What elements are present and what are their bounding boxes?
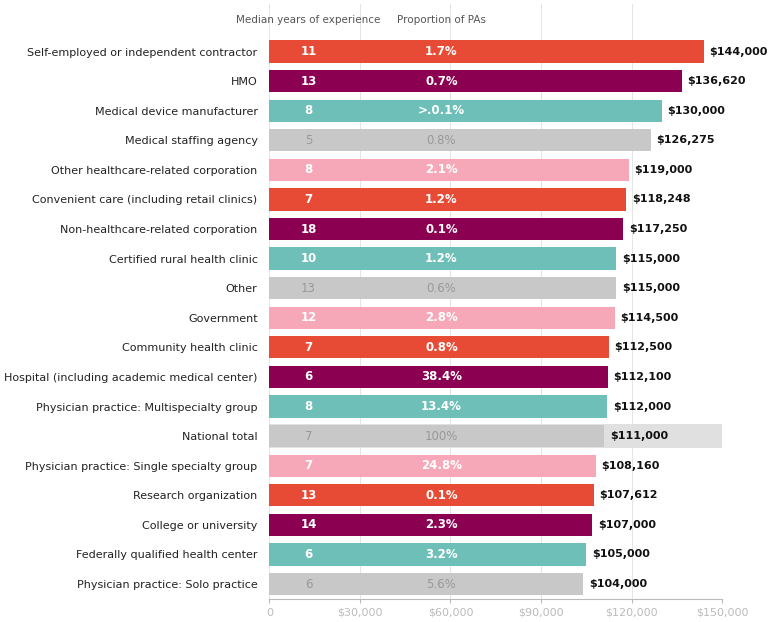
Bar <box>270 277 617 299</box>
Bar <box>270 396 607 417</box>
Text: 1.2%: 1.2% <box>425 252 458 265</box>
Text: 2.8%: 2.8% <box>425 311 458 324</box>
Text: 0.1%: 0.1% <box>425 223 458 236</box>
Text: 10: 10 <box>300 252 316 265</box>
Bar <box>270 573 583 595</box>
Text: 1.2%: 1.2% <box>425 193 458 206</box>
Text: $111,000: $111,000 <box>610 431 668 441</box>
Text: 8: 8 <box>304 164 313 177</box>
Text: $114,500: $114,500 <box>621 313 679 323</box>
Text: 0.7%: 0.7% <box>425 75 458 88</box>
Text: 38.4%: 38.4% <box>421 371 462 383</box>
Text: 3.2%: 3.2% <box>425 548 458 561</box>
Bar <box>270 40 704 63</box>
Text: $107,000: $107,000 <box>598 520 656 530</box>
Bar <box>270 159 628 181</box>
Text: $117,250: $117,250 <box>629 224 687 234</box>
Text: 7: 7 <box>305 341 313 354</box>
Text: 6: 6 <box>304 371 313 383</box>
Text: $105,000: $105,000 <box>591 549 650 559</box>
Text: 2.3%: 2.3% <box>425 518 458 531</box>
Text: 6: 6 <box>305 577 313 590</box>
Text: 7: 7 <box>305 430 313 443</box>
Text: 14: 14 <box>300 518 316 531</box>
Bar <box>270 70 682 92</box>
Text: Median years of experience: Median years of experience <box>237 16 381 26</box>
Bar <box>270 424 722 448</box>
Text: 0.1%: 0.1% <box>425 489 458 502</box>
Text: $126,275: $126,275 <box>656 135 714 146</box>
Text: 13.4%: 13.4% <box>421 400 462 413</box>
Text: $104,000: $104,000 <box>589 579 647 589</box>
Text: $112,500: $112,500 <box>614 342 673 352</box>
Bar <box>270 129 650 151</box>
Text: 0.8%: 0.8% <box>426 134 456 147</box>
Text: 2.1%: 2.1% <box>425 164 458 177</box>
Bar <box>270 100 662 122</box>
Text: 0.8%: 0.8% <box>425 341 458 354</box>
Text: 13: 13 <box>300 489 316 502</box>
Text: 7: 7 <box>305 193 313 206</box>
Text: $108,160: $108,160 <box>601 461 660 471</box>
Bar <box>270 366 607 388</box>
Bar <box>270 484 594 506</box>
Text: $136,620: $136,620 <box>687 76 746 86</box>
Text: $115,000: $115,000 <box>622 283 680 293</box>
Text: 0.6%: 0.6% <box>426 282 456 295</box>
Bar <box>270 544 586 565</box>
Bar <box>270 218 624 240</box>
Text: 7: 7 <box>305 459 313 472</box>
Text: >.0.1%: >.0.1% <box>418 104 465 117</box>
Text: 5: 5 <box>305 134 313 147</box>
Text: 11: 11 <box>300 45 316 58</box>
Text: $112,100: $112,100 <box>613 372 671 382</box>
Text: $119,000: $119,000 <box>634 165 692 175</box>
Text: $107,612: $107,612 <box>600 490 658 500</box>
Bar <box>270 455 596 477</box>
Text: 24.8%: 24.8% <box>421 459 462 472</box>
Text: 100%: 100% <box>425 430 458 443</box>
Bar <box>270 248 617 270</box>
Bar <box>270 514 592 536</box>
Text: 13: 13 <box>300 75 316 88</box>
Text: 8: 8 <box>304 400 313 413</box>
Text: $115,000: $115,000 <box>622 254 680 264</box>
Bar <box>270 188 626 210</box>
Text: $112,000: $112,000 <box>613 402 671 412</box>
Text: $144,000: $144,000 <box>710 47 768 57</box>
Bar <box>270 337 609 358</box>
Text: 5.6%: 5.6% <box>426 577 456 590</box>
Text: 12: 12 <box>300 311 316 324</box>
Text: 13: 13 <box>301 282 316 295</box>
Text: 18: 18 <box>300 223 316 236</box>
Text: $130,000: $130,000 <box>667 106 725 116</box>
Bar <box>270 307 615 329</box>
Text: $118,248: $118,248 <box>632 195 690 205</box>
Text: 6: 6 <box>304 548 313 561</box>
Text: Proportion of PAs: Proportion of PAs <box>397 16 486 26</box>
Bar <box>270 425 604 447</box>
Text: 8: 8 <box>304 104 313 117</box>
Text: 1.7%: 1.7% <box>425 45 458 58</box>
